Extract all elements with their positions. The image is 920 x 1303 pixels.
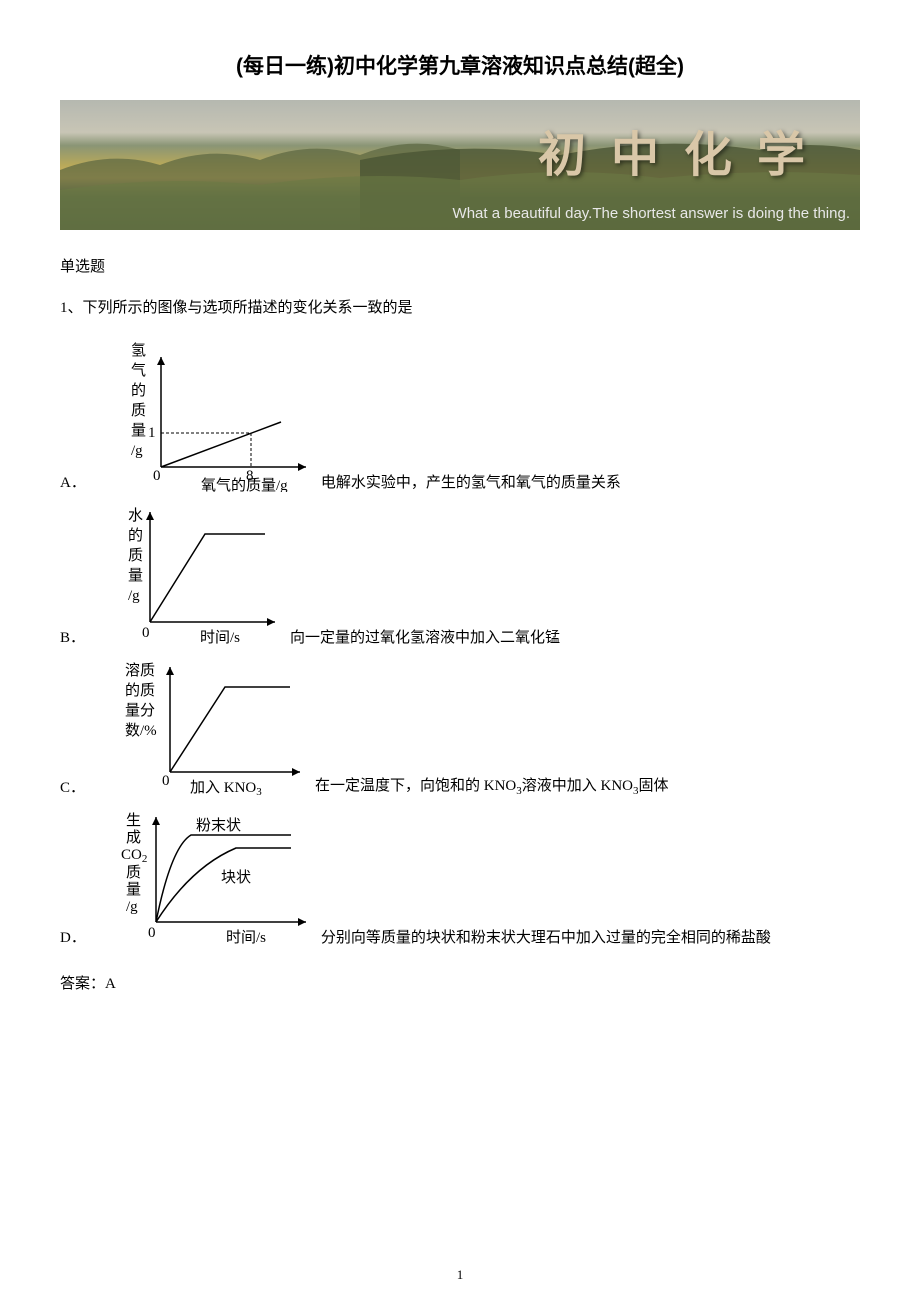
option-d: D． 生 成 CO2 质 量 /g 粉末状 块状 0 时间/s 分别向等质量的块… — [60, 807, 860, 952]
banner-image: 初中化学 What a beautiful day.The shortest a… — [60, 100, 860, 230]
chart-a-ylabel-4: 质 — [131, 402, 146, 419]
chart-b-xlabel: 时间/s — [200, 629, 240, 646]
chart-b-ylabel-3: 质 — [128, 547, 143, 564]
chart-c-yarrow — [166, 667, 174, 675]
chart-d-ylabel-2: 成 — [126, 829, 141, 846]
chart-d-ylabel-5: 量 — [126, 882, 141, 898]
option-c-label: C． — [60, 776, 85, 802]
option-b-description: 向一定量的过氧化氢溶液中加入二氧化锰 — [290, 626, 560, 652]
page-title: (每日一练)初中化学第九章溶液知识点总结(超全) — [60, 50, 860, 80]
chart-b-ylabel-5: /g — [128, 588, 140, 604]
option-c: C． 溶质 的质 量分 数/% 0 加入 KNO3 在一定温度下，向饱和的 KN… — [60, 657, 860, 802]
chart-c: 溶质 的质 量分 数/% 0 加入 KNO3 — [115, 657, 310, 802]
page-number: 1 — [457, 1267, 464, 1283]
chart-b-line — [150, 534, 265, 622]
option-d-label: D． — [60, 926, 86, 952]
chart-d-ylabel-4: 质 — [126, 864, 141, 881]
banner-english-text: What a beautiful day.The shortest answer… — [453, 205, 850, 222]
chart-b-ylabel-1: 水 — [128, 507, 143, 524]
chart-b-xarrow — [267, 618, 275, 626]
option-c-description: 在一定温度下，向饱和的 KNO3溶液中加入 KNO3固体 — [315, 774, 669, 802]
chart-c-xarrow — [292, 768, 300, 776]
option-b-label: B． — [60, 626, 85, 652]
banner-background: 初中化学 What a beautiful day.The shortest a… — [60, 100, 860, 230]
chart-b-ylabel-2: 的 — [128, 527, 143, 544]
chart-a-ylabel-6: /g — [131, 443, 143, 459]
chart-d-ylabel-6: /g — [126, 899, 138, 915]
option-a: A． 氢 气 的 质 量 /g 1 0 8 氧气的质量/g 电解水实验中，产生的… — [60, 337, 860, 497]
chart-c-origin: 0 — [162, 773, 170, 789]
answer-text: 答案：A — [60, 972, 860, 993]
banner-chinese-text: 初中化学 — [538, 115, 830, 185]
chart-d-ylabel-3: CO2 — [121, 847, 147, 865]
chart-b: 水 的 质 量 /g 0 时间/s — [115, 502, 285, 652]
chart-d-origin: 0 — [148, 925, 156, 941]
chart-a-ytick: 1 — [148, 425, 156, 441]
chart-d-line2-label: 块状 — [221, 869, 251, 886]
option-c-desc-mid: 溶液中加入 KNO — [522, 778, 633, 794]
question-text: 1、下列所示的图像与选项所描述的变化关系一致的是 — [60, 296, 860, 317]
option-a-description: 电解水实验中，产生的氢气和氧气的质量关系 — [321, 471, 621, 497]
chart-c-ylabel-1: 溶质 — [125, 662, 155, 679]
chart-a-ylabel-5: 量 — [131, 423, 146, 439]
chart-b-origin: 0 — [142, 625, 150, 641]
chart-a-origin: 0 — [153, 468, 161, 484]
question-number: 1、 — [60, 300, 83, 316]
chart-b-ylabel-4: 量 — [128, 568, 143, 584]
chart-a-ylabel-3: 的 — [131, 382, 146, 399]
chart-a-ylabel-2: 气 — [131, 362, 146, 379]
option-c-desc-prefix: 在一定温度下，向饱和的 KNO — [315, 778, 516, 794]
option-b: B． 水 的 质 量 /g 0 时间/s 向一定量的过氧化氢溶液中加入二氧化锰 — [60, 502, 860, 652]
chart-d-ylabel-1: 生 — [126, 812, 141, 829]
chart-d-svg: 生 成 CO2 质 量 /g 粉末状 块状 0 时间/s — [116, 807, 316, 947]
chart-a-xarrow — [298, 463, 306, 471]
chart-b-yarrow — [146, 512, 154, 520]
chart-a-yarrow — [157, 357, 165, 365]
chart-c-line — [170, 687, 290, 772]
chart-a: 氢 气 的 质 量 /g 1 0 8 氧气的质量/g — [116, 337, 316, 497]
option-c-desc-suffix: 固体 — [639, 778, 669, 794]
chart-a-svg: 氢 气 的 质 量 /g 1 0 8 氧气的质量/g — [116, 337, 316, 492]
chart-c-xlabel: 加入 KNO3 — [190, 779, 262, 797]
chart-d-xlabel: 时间/s — [226, 929, 266, 946]
chart-c-ylabel-4: 数/% — [125, 722, 157, 739]
chart-a-line — [161, 422, 281, 467]
chart-d-line1-label: 粉末状 — [196, 817, 241, 834]
chart-b-svg: 水 的 质 量 /g 0 时间/s — [115, 502, 285, 647]
chart-d: 生 成 CO2 质 量 /g 粉末状 块状 0 时间/s — [116, 807, 316, 952]
chart-c-ylabel-2: 的质 — [125, 682, 155, 699]
option-d-description: 分别向等质量的块状和粉末状大理石中加入过量的完全相同的稀盐酸 — [321, 926, 771, 952]
chart-c-svg: 溶质 的质 量分 数/% 0 加入 KNO3 — [115, 657, 310, 797]
chart-d-xarrow — [298, 918, 306, 926]
chart-c-ylabel-3: 量分 — [125, 702, 155, 719]
chart-a-xlabel: 氧气的质量/g — [201, 477, 288, 492]
chart-d-yarrow — [152, 817, 160, 825]
question-body: 下列所示的图像与选项所描述的变化关系一致的是 — [83, 300, 413, 316]
chart-a-ylabel-1: 氢 — [131, 342, 146, 359]
section-label: 单选题 — [60, 255, 860, 276]
option-a-label: A． — [60, 471, 86, 497]
